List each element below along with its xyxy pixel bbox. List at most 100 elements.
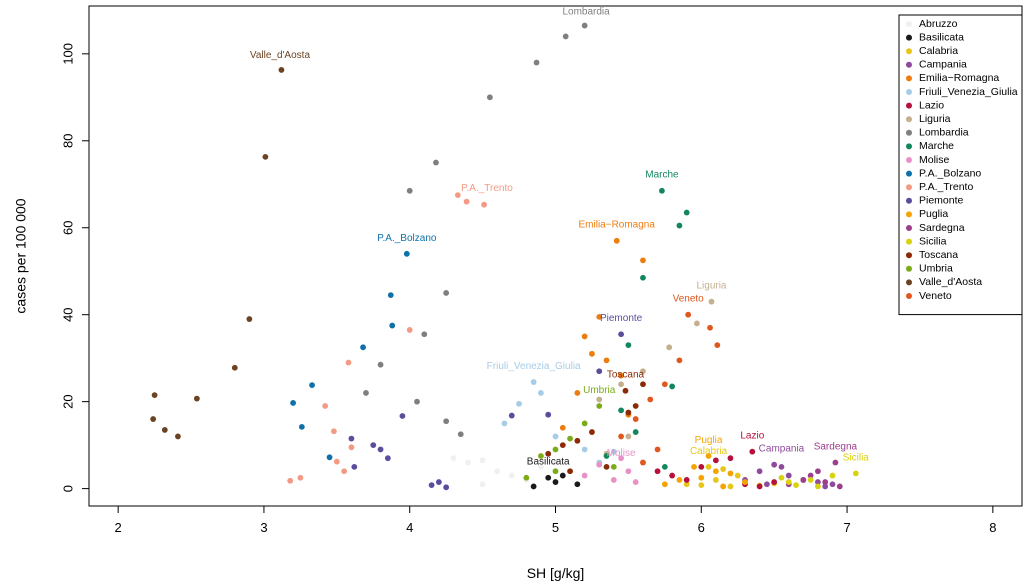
data-point-abruzzo — [479, 457, 486, 464]
data-point-molise — [632, 479, 639, 485]
points-layer — [150, 22, 859, 491]
data-point-lombardia — [486, 94, 493, 101]
plot-frame — [88, 5, 1023, 507]
point-label-toscana: Toscana — [607, 370, 645, 381]
data-point-lombardia — [363, 390, 369, 396]
data-point-piemonte — [618, 331, 625, 338]
data-point-puglia — [698, 474, 705, 481]
data-point-lazio — [669, 472, 676, 479]
data-point-abruzzo — [552, 459, 559, 466]
data-point-sardegna — [807, 472, 814, 479]
data-point-veneto — [654, 446, 661, 453]
data-point-friuli-venezia-giulia — [516, 400, 522, 407]
data-point-p-a-trento — [406, 327, 413, 333]
data-point-lazio — [749, 448, 756, 455]
data-point-toscana — [622, 387, 629, 394]
data-point-umbria — [552, 468, 559, 475]
data-point-marche — [603, 453, 610, 459]
data-point-campania — [756, 468, 763, 475]
data-point-abruzzo — [479, 481, 486, 488]
data-point-campania — [785, 472, 792, 479]
point-label-basilicata: Basilicata — [527, 457, 570, 468]
legend-marker-toscana — [906, 252, 912, 259]
data-point-p-a-bolzano — [360, 344, 366, 351]
legend-box — [898, 14, 1023, 316]
data-point-piemonte — [384, 455, 391, 462]
point-labels-layer: Lombardia Valle_d'Aosta P.A._Trento Marche E… — [250, 7, 869, 468]
data-point-lombardia — [443, 418, 450, 425]
data-point-p-a-bolzano — [389, 322, 396, 329]
point-label-friuli-venezia-giulia: Friuli_Venezia_Giulia — [487, 361, 581, 372]
data-point-basilicata — [530, 483, 537, 490]
data-point-molise — [610, 477, 617, 483]
data-point-basilicata — [545, 474, 552, 481]
data-point-sicilia — [793, 482, 799, 489]
data-point-calabria — [712, 477, 719, 483]
data-point-liguria — [596, 396, 603, 403]
data-point-sicilia — [852, 470, 859, 477]
point-label-lazio: Lazio — [740, 431, 764, 442]
point-label-puglia: Puglia — [695, 435, 723, 446]
point-label-valle-d-aosta: Valle_d'Aosta — [250, 50, 311, 61]
data-point-veneto — [707, 324, 713, 331]
data-point-toscana — [589, 429, 595, 435]
y-tick-label: 60 — [60, 221, 75, 235]
data-point-toscana — [545, 450, 552, 457]
data-point-puglia — [676, 477, 683, 483]
data-point-sardegna — [800, 477, 807, 483]
data-point-emilia-romagna — [613, 237, 620, 244]
legend-marker-sardegna — [906, 225, 912, 231]
data-point-calabria — [720, 466, 727, 472]
data-point-sardegna — [836, 483, 843, 490]
data-point-umbria — [552, 446, 559, 453]
y-axis-title: cases per 100 000 — [13, 198, 29, 313]
data-point-sicilia — [829, 472, 836, 479]
data-point-puglia — [691, 463, 697, 470]
legend-label-puglia: Puglia — [919, 208, 948, 220]
point-label-umbria: Umbria — [583, 385, 616, 396]
data-point-umbria — [596, 403, 603, 409]
data-point-lombardia — [406, 187, 413, 194]
data-point-lombardia — [457, 431, 464, 438]
point-label-campania: Campania — [759, 444, 805, 455]
data-point-umbria — [567, 435, 573, 442]
data-point-lombardia — [533, 59, 540, 66]
data-point-toscana — [640, 381, 646, 388]
y-tick-label: 20 — [60, 394, 75, 408]
data-point-veneto — [632, 416, 639, 422]
data-point-sardegna — [815, 468, 821, 475]
point-label-piemonte: Piemonte — [600, 313, 643, 324]
data-point-p-a-trento — [331, 428, 337, 435]
legend-label-basilicata: Basilicata — [919, 31, 964, 43]
x-tick-label: 4 — [406, 520, 413, 535]
data-point-piemonte — [545, 411, 552, 418]
legend-marker-basilicata — [906, 34, 912, 41]
data-point-marche — [676, 222, 683, 229]
data-point-emilia-romagna — [603, 357, 610, 364]
y-tick-label: 100 — [60, 43, 75, 65]
data-point-campania — [763, 481, 770, 488]
legend-label-sicilia: Sicilia — [919, 235, 947, 247]
legend-label-p-a-bolzano: P.A._Bolzano — [919, 167, 981, 179]
data-point-puglia — [742, 479, 748, 485]
data-point-emilia-romagna — [589, 350, 595, 357]
point-label-p-a-bolzano: P.A._Bolzano — [377, 233, 437, 244]
data-point-veneto — [714, 342, 721, 349]
data-point-piemonte — [443, 484, 450, 491]
data-point-valle-d-aosta — [151, 392, 158, 399]
data-point-p-a-trento — [341, 468, 348, 475]
data-point-piemonte — [399, 413, 406, 419]
data-point-sardegna — [822, 479, 829, 485]
data-point-veneto — [618, 433, 625, 440]
data-point-piemonte — [435, 479, 442, 485]
data-point-abruzzo — [508, 472, 515, 479]
data-point-puglia — [720, 483, 727, 490]
data-point-lazio — [727, 455, 734, 462]
x-axis: 2 3 4 5 6 7 8 — [115, 506, 996, 535]
point-label-liguria: Liguria — [696, 281, 726, 292]
legend-marker-molise — [906, 157, 912, 163]
data-point-friuli-venezia-giulia — [501, 420, 508, 427]
x-tick-label: 5 — [552, 520, 559, 535]
data-point-p-a-bolzano — [290, 400, 296, 406]
